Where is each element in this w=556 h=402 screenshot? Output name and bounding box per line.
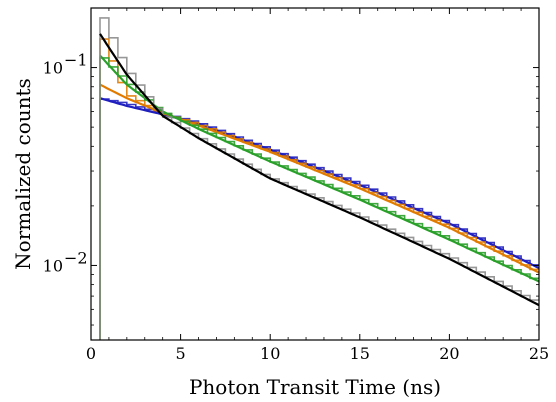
series-2-histogram	[99, 38, 539, 340]
x-tick-label: 5	[176, 344, 186, 363]
x-tick-label: 25	[529, 344, 549, 363]
series-3	[99, 54, 540, 340]
y-tick-label-exponent: −2	[64, 248, 88, 267]
y-tick-label: 10	[43, 59, 63, 78]
x-tick-label: 20	[439, 344, 459, 363]
series-1-histogram	[99, 98, 539, 340]
series-4	[99, 17, 539, 340]
x-tick-label: 10	[260, 344, 280, 363]
y-tick-label: 10	[43, 256, 63, 275]
series-5-fit	[99, 33, 540, 307]
series-2	[99, 38, 540, 340]
axes-frame	[90, 7, 540, 341]
y-tick-label-exponent: −1	[64, 51, 88, 70]
series-1	[99, 97, 540, 340]
series-3-fit	[99, 54, 540, 283]
series-5	[99, 33, 540, 307]
series-layer	[99, 17, 540, 340]
x-tick-label: 0	[86, 344, 96, 363]
y-axis-label: Normalized counts	[11, 78, 35, 270]
x-axis-label: Photon Transit Time (ns)	[189, 375, 441, 399]
ticks-layer	[90, 7, 540, 340]
series-4-histogram	[99, 17, 539, 340]
plot-area	[90, 7, 540, 341]
x-tick-label: 15	[350, 344, 370, 363]
